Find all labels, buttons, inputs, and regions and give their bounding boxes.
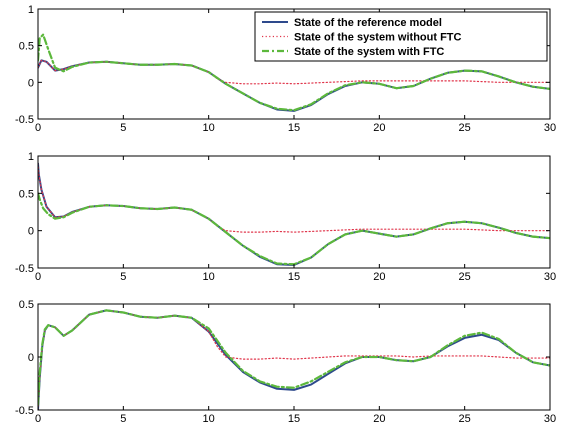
series-line-1 (38, 309, 550, 410)
legend-label-2: State of the system without FTC (294, 32, 462, 44)
x-tick-label: 30 (544, 271, 556, 283)
x-tick-label: 25 (459, 271, 471, 283)
legend-box (254, 11, 548, 62)
y-tick-label: 0.5 (19, 299, 34, 311)
series-line-2 (38, 59, 550, 85)
series-line-3 (38, 33, 550, 112)
x-tick-label: 15 (288, 413, 300, 425)
x-tick-label: 20 (373, 271, 385, 283)
legend: State of the reference model State of the… (254, 11, 548, 62)
subplot-2: 0 5 10 15 20 25 30-0.500.51 (15, 151, 556, 283)
x-tick-label: 30 (544, 413, 556, 425)
subplot-3: 0 5 10 15 20 25 30-0.500.5 (15, 299, 556, 425)
series-line-1 (38, 162, 550, 267)
series-group (38, 309, 550, 410)
x-tick-label: 5 (120, 413, 126, 425)
y-tick-label: 1 (28, 4, 34, 16)
x-tick-label: 20 (373, 413, 385, 425)
y-tick-label: -0.5 (15, 114, 34, 126)
x-tick-label: 10 (203, 413, 215, 425)
x-tick-label: 10 (203, 271, 215, 283)
legend-label-3: State of the system with FTC (294, 46, 444, 58)
plot-frame (37, 303, 551, 411)
y-tick-label: 0.5 (19, 188, 34, 200)
series-group (38, 33, 550, 112)
x-tick-label: 25 (459, 122, 471, 134)
y-tick-label: 0 (28, 226, 34, 238)
legend-label-1: State of the reference model (294, 17, 442, 29)
x-tick-label: 15 (288, 122, 300, 134)
series-line-2 (38, 162, 550, 233)
x-tick-label: 0 (35, 122, 41, 134)
x-tick-label: 0 (35, 413, 41, 425)
y-tick-label: -0.5 (15, 263, 34, 275)
y-tick-label: 0 (28, 352, 34, 364)
series-group (38, 162, 550, 267)
x-tick-label: 5 (120, 271, 126, 283)
x-tick-label: 25 (459, 413, 471, 425)
y-tick-label: 0.5 (19, 41, 34, 53)
x-tick-label: 0 (35, 271, 41, 283)
series-line-3 (38, 192, 550, 266)
x-tick-label: 10 (203, 122, 215, 134)
x-tick-label: 15 (288, 271, 300, 283)
x-tick-label: 5 (120, 122, 126, 134)
x-tick-label: 30 (544, 122, 556, 134)
y-tick-label: 0 (28, 77, 34, 89)
plot-frame (37, 155, 551, 269)
y-tick-label: 1 (28, 151, 34, 163)
y-tick-label: -0.5 (15, 405, 34, 417)
series-line-3 (38, 309, 550, 406)
series-line-1 (38, 59, 550, 112)
x-tick-label: 20 (373, 122, 385, 134)
series-line-2 (38, 309, 550, 410)
